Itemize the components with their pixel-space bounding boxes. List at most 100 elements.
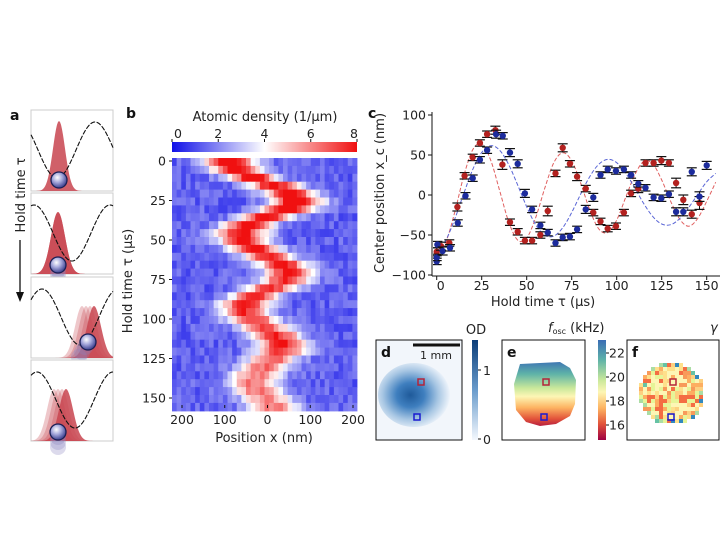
gamma-map-cell	[699, 395, 703, 399]
heatmap-cell	[218, 221, 224, 230]
heatmap-cell	[278, 300, 284, 309]
heatmap-cell	[315, 158, 321, 167]
fosc-subscript: osc	[553, 327, 566, 336]
heatmap-cell	[181, 181, 187, 191]
heatmap-cell	[333, 205, 339, 214]
heatmap-cell	[199, 244, 205, 254]
heatmap-cell	[241, 189, 247, 199]
red-data-point	[658, 157, 665, 164]
heatmap-cell	[213, 276, 219, 285]
gamma-map-cell	[699, 399, 703, 403]
heatmap-cell	[176, 197, 182, 206]
heatmap-cell	[190, 363, 196, 372]
heatmap-cell	[241, 165, 247, 175]
gamma-map-cell	[691, 375, 695, 379]
heatmap-cell	[278, 292, 284, 301]
heatmap-cell	[310, 181, 316, 191]
heatmap-cell	[195, 237, 201, 246]
gamma-map-cell	[643, 383, 647, 387]
heatmap-cell	[176, 276, 182, 285]
heatmap-cell	[264, 268, 270, 278]
heatmap-cell	[269, 395, 275, 404]
blue-data-point	[597, 171, 604, 179]
heatmap-cell	[343, 331, 349, 341]
heatmap-cell	[310, 189, 316, 199]
colorbar-f-title: γ	[710, 321, 719, 336]
heatmap-cell	[227, 181, 233, 191]
blue-data-point	[559, 234, 566, 241]
heatmap-cell	[232, 331, 238, 341]
gamma-map-cell	[663, 387, 667, 391]
gamma-map-cell	[647, 375, 651, 379]
heatmap-cell	[236, 339, 242, 349]
heatmap-cell	[264, 276, 270, 285]
heatmap-cell	[320, 165, 326, 175]
heatmap-cell	[273, 276, 279, 285]
heatmap-cell	[185, 308, 191, 317]
heatmap-cell	[343, 165, 349, 175]
heatmap-cell	[222, 276, 228, 285]
heatmap-cell	[352, 268, 358, 278]
gamma-map-cell	[687, 415, 691, 419]
heatmap-cell	[324, 323, 330, 333]
heatmap-cell	[176, 189, 182, 199]
gamma-map-cell	[679, 399, 683, 403]
heatmap-cell	[181, 300, 187, 309]
heatmap-cell	[301, 165, 307, 175]
heatmap-cell	[296, 221, 302, 230]
heatmap-cell	[306, 268, 312, 278]
heatmap-cell	[209, 252, 215, 262]
gamma-map-cell	[647, 371, 651, 375]
heatmap-cell	[246, 292, 252, 301]
heatmap-cell	[259, 229, 265, 238]
blue-data-point	[688, 168, 695, 175]
heatmap-cell	[347, 316, 353, 325]
heatmap-cell	[185, 347, 191, 357]
heatmap-cell	[292, 181, 298, 191]
heatmap-cell	[250, 252, 256, 262]
red-data-point	[650, 159, 657, 167]
heatmap-cell	[259, 323, 265, 333]
heatmap-cell	[199, 355, 205, 364]
heatmap-cell	[181, 308, 187, 317]
heatmap-cell	[329, 395, 335, 404]
gamma-map-cell	[667, 395, 671, 399]
heatmap-cell	[185, 165, 191, 175]
heatmap-cell	[324, 347, 330, 357]
heatmap-cell	[343, 300, 349, 309]
heatmap-cell	[287, 158, 293, 167]
heatmap-cell	[264, 308, 270, 317]
heatmap-cell	[296, 189, 302, 199]
heatmap-cell	[199, 371, 205, 380]
heatmap-cell	[296, 158, 302, 167]
red-data-point	[672, 179, 680, 187]
heatmap-cell	[278, 252, 284, 262]
gamma-map-cell	[643, 403, 647, 407]
heatmap-cell	[278, 229, 284, 238]
heatmap-cell	[333, 331, 339, 341]
heatmap-cell	[241, 197, 247, 206]
gamma-map-cell	[651, 411, 655, 415]
heatmap-cell	[324, 355, 330, 364]
heatmap-cell	[246, 268, 252, 278]
heatmap-cell	[241, 205, 247, 214]
heatmap-cell	[172, 158, 178, 167]
red-data-point	[627, 190, 635, 197]
heatmap-cell	[292, 268, 298, 278]
heatmap-cell	[199, 292, 205, 301]
heatmap-cell	[209, 347, 215, 357]
heatmap-cell	[264, 197, 270, 206]
heatmap-cell	[227, 276, 233, 285]
heatmap-cell	[273, 323, 279, 333]
heatmap-cell	[185, 323, 191, 333]
heatmap-cell	[199, 379, 205, 388]
gamma-map-cell	[655, 383, 659, 387]
heatmap-cell	[343, 205, 349, 214]
xlabel-c: Hold time τ (µs)	[491, 295, 595, 310]
heatmap-cell	[264, 260, 270, 270]
heatmap-cell	[333, 339, 339, 349]
heatmap-cell	[269, 252, 275, 262]
heatmap-cell	[176, 260, 182, 270]
heatmap-cell	[246, 221, 252, 230]
heatmap-cell	[292, 363, 298, 372]
